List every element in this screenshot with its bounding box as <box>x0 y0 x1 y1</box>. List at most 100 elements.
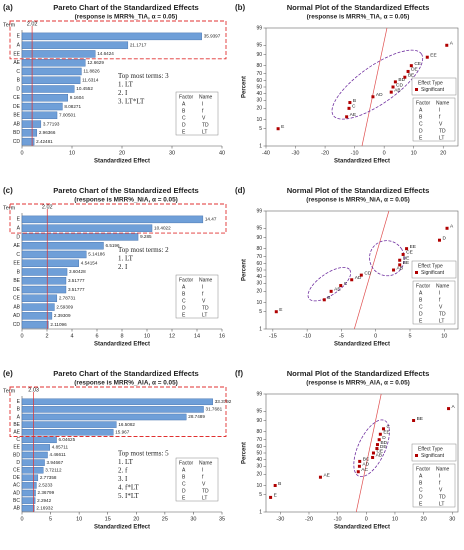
bar <box>21 277 67 285</box>
point-label: AB <box>394 87 400 93</box>
point-label: A <box>450 41 454 47</box>
factor-table-box <box>175 274 219 319</box>
factor-name: I <box>202 101 203 107</box>
point <box>398 258 402 262</box>
panel: (a) Pareto Chart of the Standardized Effe… <box>3 3 227 165</box>
bar <box>21 137 35 146</box>
factor-name: I <box>202 284 203 290</box>
factor-name: TD <box>202 305 209 311</box>
bar <box>21 94 69 102</box>
term-label: A <box>17 42 21 48</box>
term-label: E <box>17 217 21 223</box>
panel-label: (c) <box>3 186 13 195</box>
point <box>403 75 407 79</box>
y-tick-label: 30 <box>256 464 262 470</box>
x-tick-label: 30 <box>449 516 455 522</box>
x-tick-label: 8 <box>120 333 123 339</box>
panel-label: (a) <box>3 3 13 12</box>
term-label: B <box>17 269 21 275</box>
x-axis-label: Standardized Effect <box>94 525 150 531</box>
factor-code: A <box>419 290 423 296</box>
point-label: E <box>274 493 277 499</box>
note: 4. f*LT <box>118 484 139 492</box>
term-label: CE <box>13 468 21 474</box>
y-tick-label: 70 <box>256 254 262 260</box>
x-tick-label: -5 <box>339 333 344 339</box>
value-label: 7.00501 <box>59 113 76 118</box>
chart-subtitle: (response is MRR%_NiA, α = 0.05) <box>74 197 178 204</box>
term-label: C <box>16 252 20 258</box>
point-label: DE <box>403 255 410 261</box>
factor-code: D <box>419 311 423 317</box>
y-tick-label: 60 <box>256 261 262 267</box>
y-tick-label: 50 <box>256 84 262 90</box>
x-tick-label: 2 <box>45 333 48 339</box>
term-label: AC <box>13 483 20 489</box>
x-tick-label: 0 <box>383 150 386 156</box>
point-label: AB <box>397 265 403 271</box>
bar <box>21 406 204 413</box>
factor-name: V <box>439 121 443 127</box>
x-tick-label: 30 <box>190 516 196 522</box>
term-label: AB <box>13 121 20 127</box>
term-label: BE <box>13 422 20 428</box>
factor-name: f <box>202 108 204 114</box>
term-label: EE <box>13 445 20 451</box>
y-tick-label: 95 <box>256 226 262 232</box>
factor-header: Factor <box>179 277 194 283</box>
highlight-box <box>9 20 227 60</box>
point-label: BE <box>417 416 423 422</box>
y-tick-label: 1 <box>259 326 262 332</box>
y-tick-label: 10 <box>256 300 262 306</box>
y-tick-label: 20 <box>256 106 262 112</box>
bar <box>21 102 63 111</box>
highlight-box <box>9 386 227 437</box>
factor-name: TD <box>439 128 446 134</box>
point <box>329 289 333 293</box>
legend-item: Significant <box>421 453 445 459</box>
term-label: D <box>16 234 20 240</box>
point-label: AC <box>361 467 368 473</box>
value-label: 8.08271 <box>64 104 81 109</box>
chart-subtitle: (response is MRR%_TiA, α = 0.05) <box>75 14 178 21</box>
y-tick-label: 90 <box>256 418 262 424</box>
value-label: 3.77193 <box>43 121 60 126</box>
factor-name: TD <box>202 122 209 128</box>
factor-name: f <box>439 297 441 303</box>
point-label: CD <box>396 82 403 88</box>
term-label: AB <box>13 304 20 310</box>
panel: (f) Normal Plot of the Standardized Effec… <box>235 369 459 531</box>
point-label: EE <box>410 244 416 250</box>
point-label: CE <box>406 250 413 256</box>
panel-label: (d) <box>235 186 246 195</box>
bar <box>21 76 81 84</box>
point <box>445 43 449 47</box>
value-label: 2.78731 <box>59 296 76 301</box>
value-label: 2.11096 <box>50 322 67 327</box>
bar <box>21 111 58 120</box>
x-tick-label: 30 <box>169 150 175 156</box>
x-tick-label: 14 <box>194 333 200 339</box>
term-label: C <box>16 69 20 75</box>
point-label: C <box>352 104 356 110</box>
term-label: AE <box>13 60 20 66</box>
value-label: 9.1604 <box>70 95 84 100</box>
y-axis-label: Percent <box>242 76 248 98</box>
x-tick-label: 0 <box>374 333 377 339</box>
factor-name: f <box>202 291 204 297</box>
cluster-ellipse <box>307 267 352 302</box>
factor-name: LT <box>439 501 444 507</box>
value-label: 2.59309 <box>56 304 73 309</box>
value-label: 33.3792 <box>215 399 232 404</box>
chart-subtitle: (response is MRR%_TiA, α = 0.05) <box>307 14 410 21</box>
x-tick-label: -30 <box>292 150 300 156</box>
value-label: 21.1717 <box>130 42 147 47</box>
factor-header: Factor <box>179 460 194 466</box>
factor-header: Name <box>199 94 213 100</box>
point <box>378 432 382 436</box>
fit-line <box>355 393 382 513</box>
y-tick-label: 10 <box>256 117 262 123</box>
term-label: DE <box>13 475 21 481</box>
point-label: AE <box>350 112 356 118</box>
point <box>371 455 375 459</box>
